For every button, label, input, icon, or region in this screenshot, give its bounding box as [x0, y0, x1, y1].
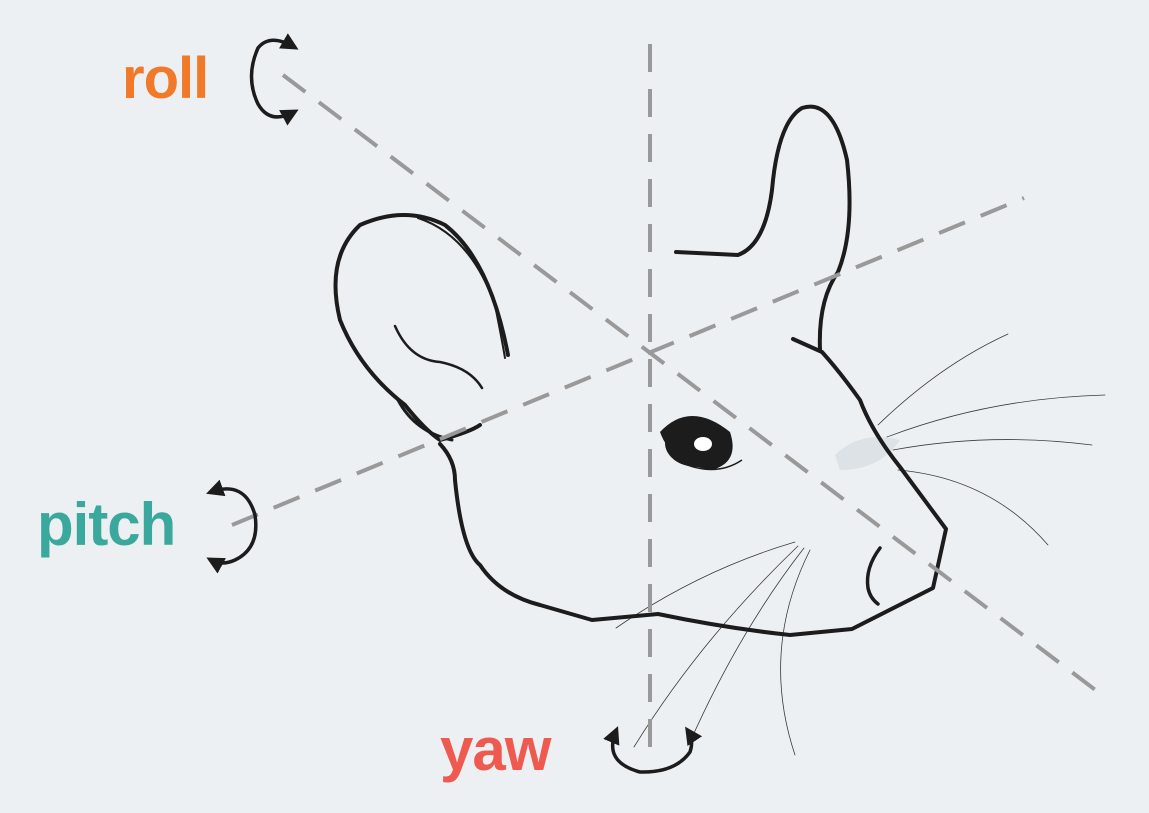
roll-rotation-arrow-icon — [249, 33, 299, 126]
near-ear — [333, 213, 510, 442]
eye-highlight — [694, 437, 712, 451]
whisker — [897, 469, 1049, 546]
rotation-axes — [231, 44, 1108, 760]
whisker — [886, 394, 1106, 438]
near-ear-rim — [417, 217, 506, 359]
far-ear — [674, 104, 852, 352]
head-profile — [438, 337, 948, 637]
nose — [865, 546, 882, 606]
near-ear-fold — [393, 324, 484, 390]
yaw-rotation-arrow-icon — [603, 726, 703, 774]
roll-axis — [281, 73, 1108, 700]
whisker — [633, 545, 799, 748]
whiskers — [615, 333, 1106, 756]
pitch-rotation-arrow-icon — [206, 479, 258, 574]
whisker — [892, 439, 1093, 451]
roll-label: roll — [122, 46, 209, 111]
whisker — [689, 547, 805, 743]
yaw-label: yaw — [440, 716, 551, 783]
mouse-eye — [660, 416, 743, 471]
pitch-axis — [231, 196, 1025, 527]
pitch-label: pitch — [37, 491, 176, 558]
eye-lower-lash — [679, 459, 743, 471]
whisker — [780, 549, 811, 756]
whisker — [877, 333, 1009, 426]
